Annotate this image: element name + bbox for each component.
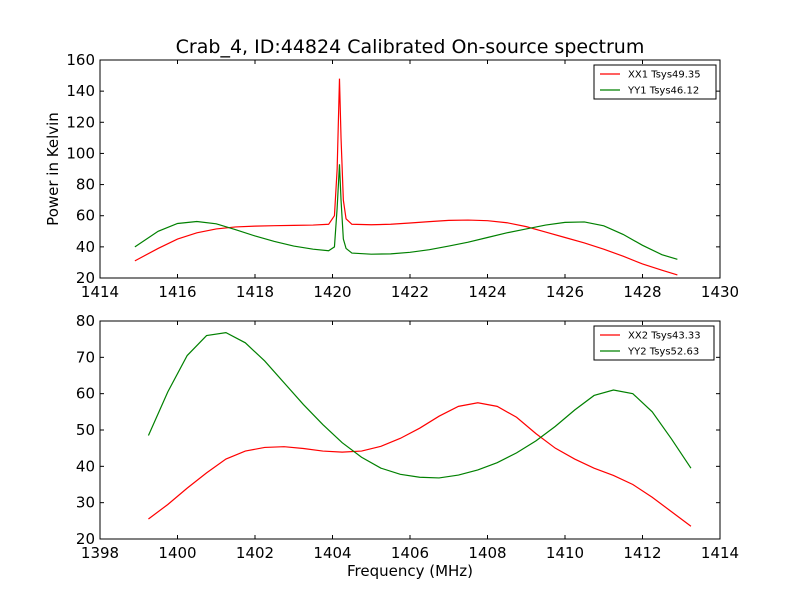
- y-tick-label: 70: [76, 348, 95, 366]
- series-line-1: [134, 78, 678, 276]
- series-line-1: [148, 402, 692, 527]
- x-tick-label: 1418: [236, 283, 274, 301]
- x-tick-label: 1420: [313, 283, 351, 301]
- x-tick-label: 1402: [236, 544, 274, 562]
- legend: XX2 Tsys43.33 YY2 Tsys52.63: [593, 325, 715, 361]
- x-tick-label: 1410: [546, 544, 584, 562]
- y-tick-label: 30: [76, 494, 95, 512]
- x-axis-label: Frequency (MHz): [347, 562, 473, 580]
- figure-title: Crab_4, ID:44824 Calibrated On-source sp…: [176, 36, 645, 58]
- y-axis-label: Power in Kelvin: [44, 112, 62, 226]
- y-tick-label: 60: [76, 207, 95, 225]
- legend-box: [593, 64, 717, 100]
- legend-label-2: YY1 Tsys46.12: [627, 86, 699, 97]
- x-tick-label: 1422: [391, 283, 429, 301]
- x-tick-label: 1414: [81, 283, 119, 301]
- top-spectrum-panel: 1414 1416 1418 1420 1422 1424 1426 1428 1430 20 40…: [44, 51, 739, 301]
- bottom-spectrum-panel: 1398 1400 1402 1404 1406 1408 1410 1412 1414 20 30…: [76, 312, 739, 580]
- x-tick-label: 1404: [313, 544, 351, 562]
- x-tick-label: 1430: [701, 283, 739, 301]
- x-tick-label: 1412: [623, 544, 661, 562]
- y-tick-label: 40: [76, 457, 95, 475]
- legend-label-2: YY2 Tsys52.63: [627, 347, 699, 358]
- y-tick-label: 160: [66, 51, 95, 69]
- y-tick-label: 20: [76, 530, 95, 548]
- series-line-2: [134, 164, 678, 260]
- x-tick-label: 1424: [468, 283, 506, 301]
- y-tick-label: 80: [76, 312, 95, 330]
- y-tick-label: 120: [66, 113, 95, 131]
- x-tick-label: 1416: [158, 283, 196, 301]
- x-tick-label: 1406: [391, 544, 429, 562]
- legend: XX1 Tsys49.35 YY1 Tsys46.12: [593, 64, 717, 100]
- x-tick-label: 1428: [623, 283, 661, 301]
- x-tick-label: 1408: [468, 544, 506, 562]
- y-tick-label: 60: [76, 385, 95, 403]
- x-tick-label: 1414: [701, 544, 739, 562]
- x-tick-label: 1426: [546, 283, 584, 301]
- legend-label-1: XX1 Tsys49.35: [628, 70, 701, 81]
- x-tick-label: 1398: [81, 544, 119, 562]
- y-tick-label: 40: [76, 238, 95, 256]
- y-tick-label: 50: [76, 421, 95, 439]
- legend-label-1: XX2 Tsys43.33: [628, 331, 701, 342]
- x-tick-label: 1400: [158, 544, 196, 562]
- y-tick-label: 20: [76, 269, 95, 287]
- y-tick-label: 140: [66, 82, 95, 100]
- legend-box: [593, 325, 715, 361]
- series-line-2: [147, 332, 692, 479]
- y-tick-label: 100: [66, 144, 95, 162]
- y-tick-label: 80: [76, 176, 95, 194]
